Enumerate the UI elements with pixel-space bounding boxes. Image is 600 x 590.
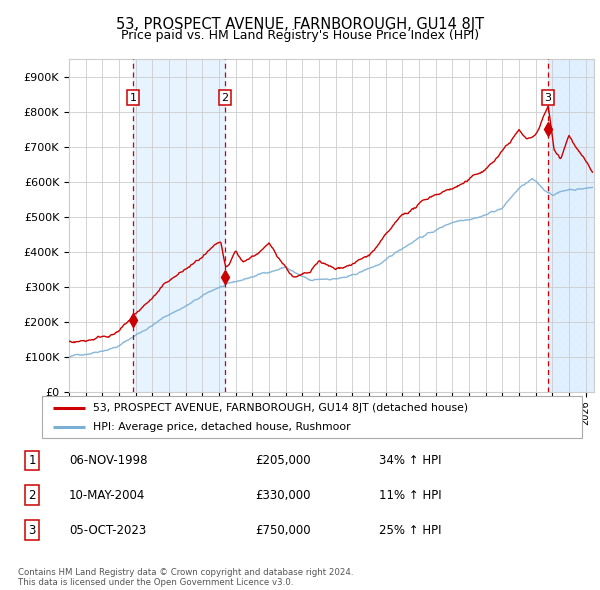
Text: £750,000: £750,000: [255, 524, 311, 537]
Text: 2: 2: [221, 93, 229, 103]
Bar: [133, 59, 225, 392]
Text: 05-OCT-2023: 05-OCT-2023: [69, 524, 146, 537]
Text: Contains HM Land Registry data © Crown copyright and database right 2024.
This d: Contains HM Land Registry data © Crown c…: [18, 568, 353, 587]
Bar: [548, 59, 594, 392]
Text: 11% ↑ HPI: 11% ↑ HPI: [379, 489, 442, 502]
Text: HPI: Average price, detached house, Rushmoor: HPI: Average price, detached house, Rush…: [94, 422, 351, 432]
Text: 2: 2: [28, 489, 36, 502]
Text: Price paid vs. HM Land Registry's House Price Index (HPI): Price paid vs. HM Land Registry's House …: [121, 30, 479, 42]
Text: 25% ↑ HPI: 25% ↑ HPI: [379, 524, 442, 537]
Text: 10-MAY-2004: 10-MAY-2004: [69, 489, 145, 502]
Text: 3: 3: [28, 524, 36, 537]
Text: 1: 1: [28, 454, 36, 467]
Text: 3: 3: [545, 93, 551, 103]
Text: 34% ↑ HPI: 34% ↑ HPI: [379, 454, 442, 467]
Text: 1: 1: [130, 93, 137, 103]
Text: 06-NOV-1998: 06-NOV-1998: [69, 454, 147, 467]
Text: 53, PROSPECT AVENUE, FARNBOROUGH, GU14 8JT (detached house): 53, PROSPECT AVENUE, FARNBOROUGH, GU14 8…: [94, 402, 469, 412]
Text: £330,000: £330,000: [255, 489, 310, 502]
FancyBboxPatch shape: [42, 396, 582, 438]
Text: £205,000: £205,000: [255, 454, 311, 467]
Bar: [548, 59, 594, 392]
Text: 53, PROSPECT AVENUE, FARNBOROUGH, GU14 8JT: 53, PROSPECT AVENUE, FARNBOROUGH, GU14 8…: [116, 17, 484, 31]
